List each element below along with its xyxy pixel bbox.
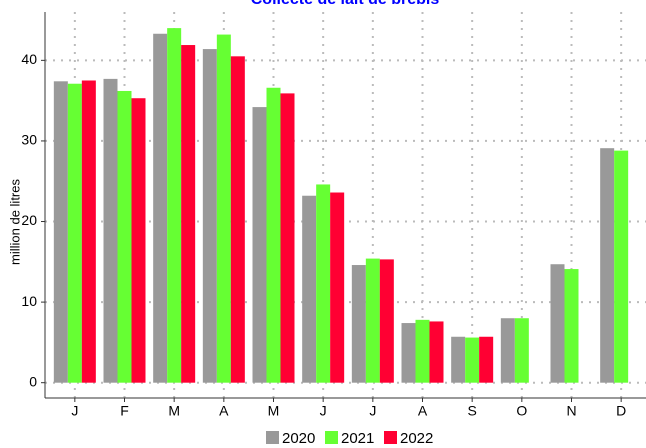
chart-title: Collecte de lait de brebis <box>251 0 440 8</box>
x-tick-label: F <box>120 403 129 419</box>
x-tick-label: S <box>467 403 476 419</box>
bar <box>401 323 416 383</box>
bar <box>379 259 394 383</box>
y-tick-label: 10 <box>21 293 37 309</box>
x-tick-label: J <box>320 403 327 419</box>
bar <box>81 80 96 383</box>
legend-label: 2021 <box>341 430 374 447</box>
legend-swatch <box>325 431 338 444</box>
bar <box>330 192 345 383</box>
y-axis-label: million de litres <box>7 179 22 265</box>
bar <box>131 98 146 383</box>
bar <box>202 49 217 383</box>
y-tick-label: 40 <box>21 51 37 67</box>
y-tick-label: 20 <box>21 212 37 228</box>
x-tick-label: D <box>616 403 626 419</box>
y-tick-label: 30 <box>21 132 37 148</box>
x-tick-label: A <box>219 403 229 419</box>
bar <box>280 93 295 383</box>
x-tick-label: M <box>168 403 180 419</box>
bar <box>600 148 615 383</box>
bar <box>266 87 281 383</box>
bar <box>230 56 245 383</box>
bar <box>465 337 480 383</box>
bar <box>479 336 494 383</box>
bar <box>614 150 629 383</box>
y-tick-label: 0 <box>29 373 37 389</box>
legend-label: 2020 <box>282 430 315 447</box>
bar <box>53 81 68 383</box>
bar <box>351 265 366 383</box>
bar <box>514 318 529 383</box>
x-tick-label: N <box>566 403 576 419</box>
bar <box>564 269 579 383</box>
bar <box>67 83 82 383</box>
bar <box>365 258 380 383</box>
bar <box>451 336 466 383</box>
legend-swatch <box>266 431 279 444</box>
bar <box>216 34 231 383</box>
x-tick-label: A <box>418 403 428 419</box>
bar <box>252 107 267 383</box>
x-tick-label: O <box>516 403 527 419</box>
legend-label: 2022 <box>400 430 433 447</box>
legend-swatch <box>384 431 397 444</box>
x-tick-label: J <box>369 403 376 419</box>
bar <box>429 321 444 383</box>
bar <box>302 195 317 383</box>
bar <box>415 319 430 383</box>
bar <box>316 184 331 383</box>
bar <box>103 78 118 383</box>
x-tick-label: J <box>71 403 78 419</box>
bar <box>550 264 565 383</box>
bar <box>181 45 196 383</box>
bar <box>167 28 182 383</box>
bar <box>153 33 168 383</box>
bar <box>500 318 515 383</box>
x-tick-label: M <box>268 403 280 419</box>
bar <box>117 90 132 383</box>
